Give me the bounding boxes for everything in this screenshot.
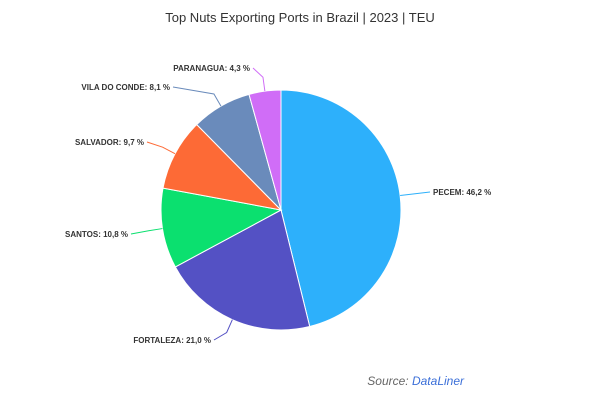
chart-source: Source: DataLiner	[367, 374, 464, 388]
data-label-pecem: PECEM: 46,2 %	[433, 188, 491, 197]
pie-slice-salvador[interactable]	[162, 123, 283, 211]
data-label-vila-do-conde: VILA DO CONDE: 8,1 %	[81, 83, 170, 92]
data-label-fortaleza: FORTALEZA: 21,0 %	[133, 336, 211, 345]
chart-title: Top Nuts Exporting Ports in Brazil | 202…	[165, 10, 435, 25]
connector-pecem	[400, 191, 431, 197]
data-label-santos: SANTOS: 10,8 %	[65, 230, 128, 239]
connector-paranagua	[252, 67, 266, 92]
data-label-salvador: SALVADOR: 9,7 %	[75, 138, 144, 147]
source-link[interactable]: DataLiner	[411, 374, 464, 388]
pie-slice-santos[interactable]	[160, 187, 283, 268]
pie-slice-pecem[interactable]	[280, 89, 402, 328]
source-prefix: Source:	[367, 374, 412, 388]
data-label-paranagua: PARANAGUA: 4,3 %	[173, 64, 250, 73]
connector-salvador	[146, 141, 176, 155]
connector-fortaleza	[213, 319, 233, 341]
connector-santos	[130, 228, 163, 235]
connector-vila-do-conde	[172, 86, 222, 107]
